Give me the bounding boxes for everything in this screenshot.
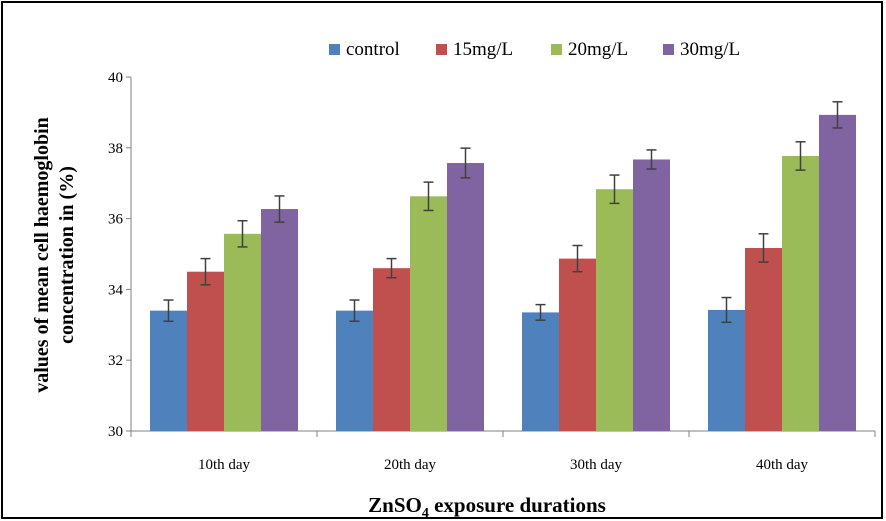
legend-label: 30mg/L — [680, 39, 740, 60]
bar — [596, 189, 633, 431]
y-tick-labels: 30 32 34 36 38 40 — [108, 70, 124, 440]
x-category-labels: 10th day 20th day 30th day 40th day — [198, 457, 809, 473]
legend-label: control — [346, 39, 400, 60]
x-category-label: 10th day — [198, 457, 251, 473]
bar — [633, 159, 670, 431]
bar — [224, 233, 261, 431]
x-category-label: 30th day — [570, 457, 623, 473]
y-tick-label: 30 — [108, 424, 123, 440]
bar — [522, 312, 559, 431]
bar — [261, 209, 298, 431]
legend-swatch — [551, 44, 562, 55]
y-axis-label-line2: concentration in (%) — [56, 166, 78, 344]
x-axis-label: ZnSO4 exposure durations — [368, 493, 606, 521]
y-tick-label: 40 — [108, 70, 123, 86]
legend-swatch — [663, 44, 674, 55]
bar-chart: 30 32 34 36 38 40 10th day 20th day 30th day 40t… — [31, 39, 876, 521]
error-bars — [163, 101, 843, 324]
y-tick-label: 34 — [108, 282, 124, 298]
bars — [150, 114, 856, 432]
y-axis-label-line1: values of mean cell haemoglobin — [31, 117, 53, 393]
legend: control 15mg/L 20mg/L 30mg/L — [329, 39, 740, 60]
bar — [708, 309, 745, 431]
bar — [819, 114, 856, 432]
bar — [447, 163, 484, 431]
legend-label: 15mg/L — [453, 39, 513, 60]
bar — [187, 271, 224, 431]
y-tick-label: 38 — [108, 141, 123, 157]
bar — [373, 268, 410, 431]
legend-label: 20mg/L — [568, 39, 628, 60]
bar — [410, 196, 447, 431]
legend-swatch — [436, 44, 447, 55]
y-tick-label: 32 — [108, 353, 123, 369]
x-axis-label-rest: exposure durations — [429, 493, 606, 517]
legend-swatch — [329, 44, 340, 55]
x-category-label: 40th day — [756, 457, 809, 473]
bar — [336, 310, 373, 431]
bar — [745, 247, 782, 431]
x-category-label: 20th day — [384, 457, 437, 473]
bar — [150, 310, 187, 431]
y-tick-label: 36 — [108, 212, 124, 228]
x-axis-label-subscript: 4 — [422, 506, 429, 521]
bar — [782, 155, 819, 431]
x-axis-label-main: ZnSO — [368, 493, 422, 517]
bar — [559, 258, 596, 431]
